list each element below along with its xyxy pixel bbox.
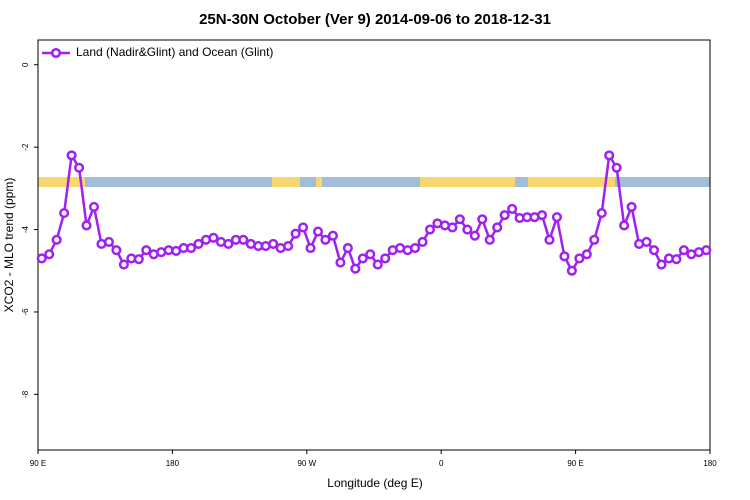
data-point [133,254,144,265]
data-point [581,249,592,260]
x-axis-label: Longitude (deg E) [327,476,422,490]
data-point [619,220,630,231]
data-point [626,201,637,212]
data-point [499,210,510,221]
land-band [316,177,322,187]
data-point [678,245,689,256]
data-point [193,238,204,250]
land-band [528,177,615,187]
x-tick-label: 180 [703,459,717,468]
data-point [320,234,331,245]
data-point [298,222,309,233]
data-point [103,236,114,247]
data-point [44,249,55,260]
land-band [38,177,85,187]
x-tick-label: 180 [166,459,180,468]
data-point [238,234,249,245]
data-point [536,210,548,221]
data-point [59,208,70,219]
data-point [268,238,279,250]
data-point [596,208,607,219]
y-tick-label: 0 [21,62,30,67]
data-point [335,257,346,268]
data-point [290,228,301,239]
data-point [589,234,600,245]
data-point [283,240,294,252]
data-point [305,243,316,254]
data-point [544,234,555,245]
data-point [604,150,615,161]
y-tick-label: -2 [21,143,30,151]
data-point [648,245,660,256]
ocean-band [38,177,710,187]
y-tick-label: -4 [21,225,30,233]
legend-marker [50,47,62,59]
data-point [447,222,458,233]
data-point [208,232,219,243]
data-point [641,236,652,247]
data-point [51,234,62,245]
x-tick-label: 90 E [567,459,583,468]
data-point [507,203,518,214]
y-axis-label: XCO2 - MLO trend (ppm) [2,178,16,313]
data-point [141,245,152,256]
data-point [454,214,465,225]
data-point [342,243,353,254]
data-point [118,259,129,270]
data-point [365,249,376,260]
y-tick-label: -6 [21,308,30,316]
legend-label: Land (Nadir&Glint) and Ocean (Glint) [76,45,273,59]
plot-frame [37,39,711,451]
data-point [74,162,85,173]
data-point [611,162,622,173]
data-point [551,212,562,223]
data-point [410,243,421,254]
data-point [477,214,488,225]
x-tick-label: 90 W [297,459,316,468]
data-point [469,230,480,241]
data-point [656,259,667,270]
x-tick-label: 0 [439,459,444,468]
data-point [66,150,77,161]
y-tick-label: -8 [21,390,30,398]
land-ocean-strip [38,177,710,187]
data-point [701,245,712,256]
data-point [484,234,495,245]
x-tick-label: 90 E [30,459,46,468]
data-point [417,236,428,247]
data-point [424,224,436,235]
data-point [186,243,197,254]
data-point [312,226,324,237]
data-point [380,253,391,264]
data-point [327,230,338,241]
data-point [223,238,234,250]
data-point [671,254,682,265]
data-point [350,263,361,274]
data-point [36,253,47,264]
data-point [492,222,503,233]
data-point [462,224,473,235]
chart-title: 25N-30N October (Ver 9) 2014-09-06 to 20… [199,11,551,28]
land-band [272,177,300,187]
data-point [372,259,383,270]
data-point [357,253,368,264]
data-point [574,253,585,264]
land-band [420,177,515,187]
data-point [559,251,570,262]
data-point [566,265,577,276]
data-point [88,201,100,212]
data-point [111,245,122,256]
data-point [81,220,92,231]
